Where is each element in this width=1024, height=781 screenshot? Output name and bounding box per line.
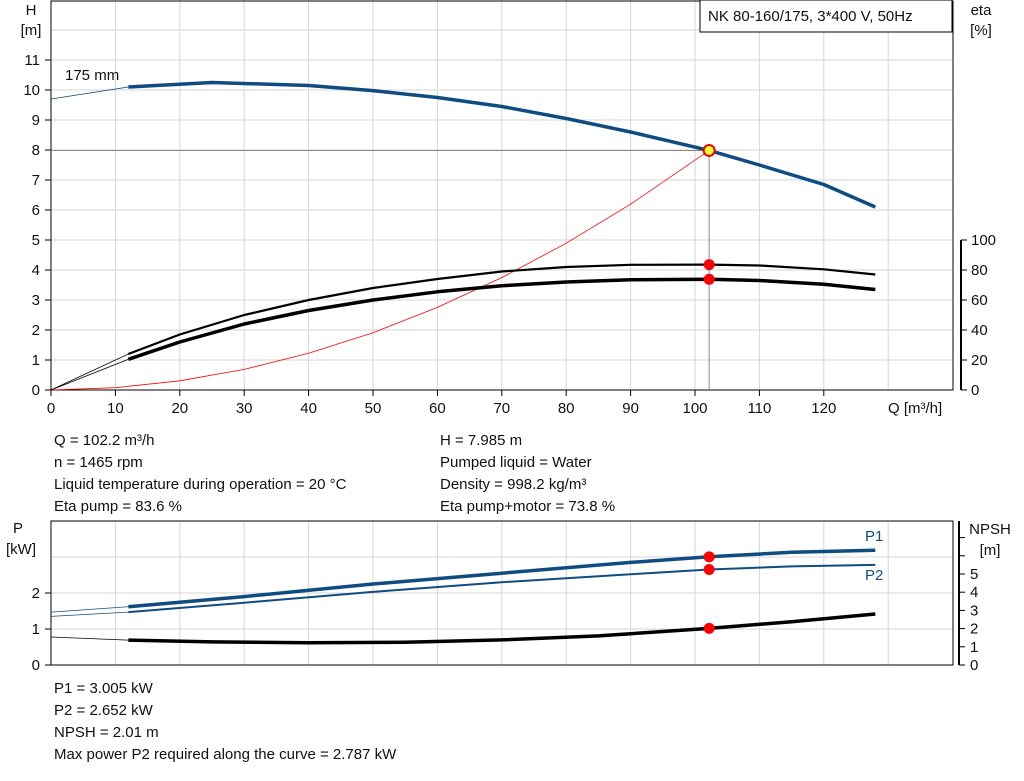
npsh-tick-label: 5	[970, 566, 978, 583]
p-axis-unit: [kW]	[6, 541, 36, 558]
x-tick-label: 120	[811, 400, 836, 417]
npsh-axis-label: NPSH	[969, 521, 1011, 538]
eta-tick-label: 100	[971, 232, 996, 249]
npsh-curve-extension	[50, 636, 129, 641]
info-eta-pump: Eta pump = 83.6 %	[54, 498, 182, 515]
y-tick-label: 4	[32, 262, 40, 279]
duty-point-head	[702, 143, 716, 157]
x-tick-label: 60	[429, 400, 446, 417]
y-tick-label: 5	[32, 232, 40, 249]
y-tick-label: 0	[32, 382, 40, 399]
eta-axis-label: eta	[971, 2, 993, 19]
eta-total-curve-extension	[50, 358, 129, 391]
eta-pump-curve	[127, 263, 876, 356]
eta-pump-curve-extension	[50, 353, 129, 391]
x-tick-label: 50	[365, 400, 382, 417]
eta-axis-unit: [%]	[970, 22, 992, 39]
x-tick-label: 70	[493, 400, 510, 417]
y-tick-label: 8	[32, 142, 40, 159]
x-tick-label: 0	[47, 400, 55, 417]
p-axis-label: P	[13, 520, 23, 537]
npsh-tick-label: 0	[970, 657, 978, 674]
npsh-axis-unit: [m]	[980, 542, 1001, 559]
x-axis-label: Q [m³/h]	[888, 400, 942, 417]
x-tick-label: 30	[236, 400, 253, 417]
y-axis-label: H	[26, 2, 37, 19]
eta-tick-label: 20	[971, 352, 988, 369]
eta-tick-label: 0	[971, 382, 979, 399]
duty-point-npsh	[703, 622, 715, 634]
info-eta-total: Eta pump+motor = 73.8 %	[440, 498, 616, 515]
info-right: H = 7.985 m Pumped liquid = Water Densit…	[440, 430, 615, 518]
p-tick-label: 0	[32, 657, 40, 674]
eta-tick-label: 60	[971, 292, 988, 309]
p2-curve	[128, 563, 876, 614]
x-tick-label: 10	[107, 400, 124, 417]
x-tick-label: 40	[300, 400, 317, 417]
title-box	[699, 0, 953, 33]
info-n: n = 1465 rpm	[54, 454, 143, 471]
chart-title: NK 80-160/175, 3*400 V, 50Hz	[708, 8, 913, 25]
info-npsh: NPSH = 2.01 m	[54, 724, 159, 741]
info-left: Q = 102.2 m³/h n = 1465 rpm Liquid tempe…	[54, 430, 346, 518]
info-density: Density = 998.2 kg/m³	[440, 476, 587, 493]
info-q: Q = 102.2 m³/h	[54, 432, 155, 449]
x-tick-label: 20	[171, 400, 188, 417]
eta-total-curve	[127, 277, 876, 361]
p1-label: P1	[865, 528, 883, 545]
p-tick-label: 2	[32, 585, 40, 602]
y-tick-label: 2	[32, 322, 40, 339]
duty-point-eta-total	[703, 273, 715, 285]
info-p1: P1 = 3.005 kW	[54, 680, 153, 697]
npsh-curve	[128, 612, 876, 645]
duty-point-eta-pump	[703, 259, 715, 271]
y-tick-label: 7	[32, 172, 40, 189]
eta-tick-label: 40	[971, 322, 988, 339]
curve-label: 175 mm	[65, 67, 119, 84]
p-tick-label: 1	[32, 621, 40, 638]
x-tick-label: 90	[622, 400, 639, 417]
npsh-tick-label: 1	[970, 639, 978, 656]
info-temp: Liquid temperature during operation = 20…	[54, 476, 347, 493]
npsh-tick-label: 4	[970, 584, 978, 601]
head-curve-extension	[50, 86, 129, 100]
y-tick-label: 10	[23, 82, 40, 99]
system-curve	[50, 150, 710, 391]
p2-curve-extension	[50, 611, 129, 617]
p2-label: P2	[865, 567, 883, 584]
npsh-tick-label: 2	[970, 621, 978, 638]
y-tick-label: 3	[32, 292, 40, 309]
eta-tick-label: 80	[971, 262, 988, 279]
info-max-p2: Max power P2 required along the curve = …	[54, 746, 397, 763]
duty-point-p1	[703, 551, 715, 563]
y-tick-label: 11	[24, 52, 40, 69]
y-tick-label: 6	[32, 202, 40, 219]
head-curve	[128, 80, 877, 209]
y-tick-label: 9	[32, 112, 40, 129]
x-tick-label: 80	[558, 400, 575, 417]
duty-point-p2	[703, 564, 715, 576]
p1-curve-extension	[50, 606, 129, 613]
info-power: P1 = 3.005 kW P2 = 2.652 kW NPSH = 2.01 …	[54, 678, 396, 766]
x-tick-label: 110	[747, 400, 771, 417]
info-p2: P2 = 2.652 kW	[54, 702, 153, 719]
y-axis-unit: [m]	[21, 22, 42, 39]
p1-curve	[128, 548, 876, 609]
info-h: H = 7.985 m	[440, 432, 523, 449]
x-tick-label: 100	[682, 400, 707, 417]
npsh-tick-label: 3	[970, 602, 978, 619]
info-liquid: Pumped liquid = Water	[440, 454, 592, 471]
y-tick-label: 1	[32, 352, 40, 369]
